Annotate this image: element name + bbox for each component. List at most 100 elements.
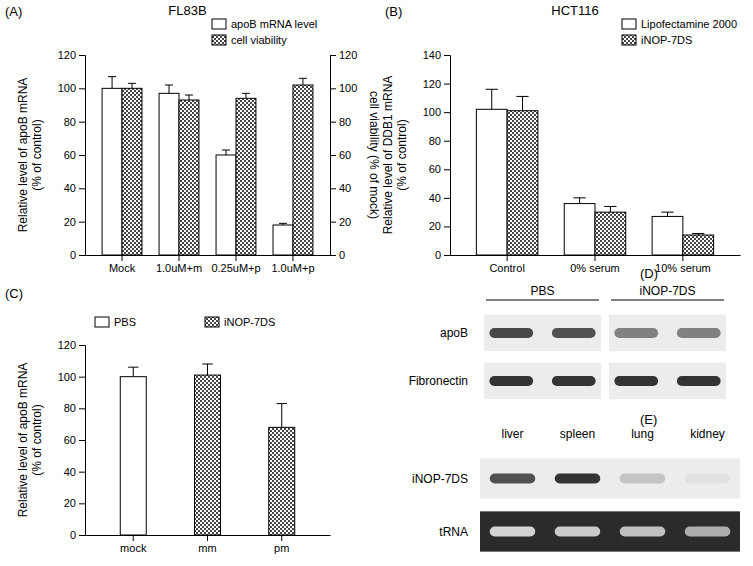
legend-label: Lipofectamine 2000	[641, 18, 737, 30]
y-axis-tick-label: 40	[64, 466, 76, 478]
y2-axis-tick-label: 20	[339, 216, 351, 228]
y-axis-tick-mark	[79, 88, 85, 89]
bar	[476, 109, 507, 255]
error-bar	[573, 198, 585, 204]
y-axis-tick-label: 120	[58, 49, 76, 61]
bar	[652, 216, 683, 255]
y-axis-tick-label: 100	[58, 82, 76, 94]
y-axis-tick-mark	[79, 188, 85, 189]
error-cap	[165, 85, 173, 86]
panel-3: PBSiNOP-7DSapoBFibronectin	[409, 284, 726, 399]
error-cap	[661, 212, 673, 213]
y-axis-tick-mark	[79, 408, 85, 409]
bar	[595, 212, 626, 255]
blot-background	[484, 315, 601, 351]
y2-axis-tick-label: 100	[339, 82, 357, 94]
error-cap	[202, 364, 212, 365]
y-axis-tick: 60	[64, 434, 85, 446]
y-axis: 020406080100120140	[423, 49, 451, 261]
figure: 020406080100120020406080100120Mock1.0uM+…	[0, 0, 753, 566]
y-axis-tick-mark	[444, 198, 450, 199]
y-axis-tick-mark	[79, 55, 85, 56]
band	[489, 328, 533, 338]
error-bar	[185, 95, 193, 100]
bar	[269, 427, 295, 535]
legend-label: apoB mRNA level	[231, 18, 317, 30]
error-cap	[573, 197, 585, 198]
y-axis-tick-label: 60	[64, 434, 76, 446]
error-bar	[277, 404, 287, 428]
y2-axis-tick: 40	[330, 182, 351, 194]
band	[490, 527, 536, 537]
plot-area	[120, 364, 294, 535]
x-tick-label: mock	[120, 542, 147, 554]
legend-item: Lipofectamine 2000	[622, 18, 737, 30]
error-stem	[491, 89, 492, 109]
y-axis-tick: 60	[429, 163, 450, 175]
y2-axis-tick-mark	[330, 88, 336, 89]
lane-label: kidney	[690, 427, 725, 441]
error-stem	[133, 367, 134, 377]
y-axis-tick: 20	[64, 216, 85, 228]
legend-label: iNOP-7DS	[641, 34, 692, 46]
error-bar	[222, 150, 230, 155]
y-axis-tick-label: 20	[429, 220, 441, 232]
error-bar	[165, 85, 173, 93]
x-tick-label: 0.25uM+p	[211, 262, 260, 274]
bar	[102, 88, 122, 255]
x-axis: Mock1.0uM+m0.25uM+p1.0uM+p	[86, 255, 331, 274]
error-bar	[516, 96, 528, 110]
y-axis-tick-label: 20	[64, 216, 76, 228]
legend-swatch	[212, 19, 226, 29]
plot-area	[476, 89, 713, 255]
error-cap	[242, 93, 250, 94]
row-label: Fibronectin	[409, 374, 468, 388]
x-axis-tick: Control	[489, 255, 524, 274]
y-axis-tick-mark	[79, 377, 85, 378]
bar	[236, 98, 256, 255]
band	[677, 328, 721, 338]
lane-label: lung	[631, 427, 654, 441]
y2-axis-tick-label: 60	[339, 149, 351, 161]
legend-item: iNOP-7DS	[622, 34, 692, 46]
x-tick-mark	[235, 255, 236, 261]
y-axis-tick-label: 100	[58, 371, 76, 383]
legend-swatch	[212, 35, 226, 45]
x-axis: Control0% serum10% serum	[451, 255, 741, 274]
legend-item: iNOP-7DS	[205, 316, 275, 328]
y-axis-tick-label: 80	[429, 135, 441, 147]
x-tick-mark	[179, 255, 180, 261]
blot-background	[609, 363, 726, 399]
error-cap	[277, 403, 287, 404]
lane-label: iNOP-7DS	[639, 284, 695, 298]
band	[555, 474, 601, 484]
y-axis-tick: 80	[64, 116, 85, 128]
error-cap	[486, 89, 498, 90]
y-axis-tick-label: 20	[64, 497, 76, 509]
band	[685, 527, 731, 537]
y-axis-tick-label: 0	[70, 529, 76, 541]
y2-axis-tick-mark	[330, 55, 336, 56]
error-bar	[486, 89, 498, 109]
x-axis-tick: mock	[120, 535, 147, 554]
y-axis-tick-label: 80	[64, 116, 76, 128]
error-cap	[692, 233, 704, 234]
legend-label: cell viability	[231, 34, 287, 46]
y-axis-tick-label: 60	[429, 163, 441, 175]
x-axis-tick: 0.25uM+p	[211, 255, 260, 274]
y-axis-tick: 100	[58, 371, 85, 383]
y-axis-title: (% of control)	[395, 119, 409, 190]
error-cap	[516, 96, 528, 97]
row-label: apoB	[440, 326, 468, 340]
error-stem	[112, 77, 113, 89]
bar	[195, 375, 221, 535]
blot-background	[480, 511, 740, 551]
error-stem	[579, 198, 580, 204]
y-axis-tick-label: 120	[58, 339, 76, 351]
y2-axis-title: cell viability (% of mock)	[367, 91, 381, 219]
x-axis: mockmmpm	[86, 535, 331, 554]
bar	[179, 100, 199, 255]
x-axis-tick: 1.0uM+p	[271, 255, 314, 274]
y-axis-title: Relative level of apoB mRNA	[16, 78, 30, 233]
y2-axis-tick-mark	[330, 222, 336, 223]
